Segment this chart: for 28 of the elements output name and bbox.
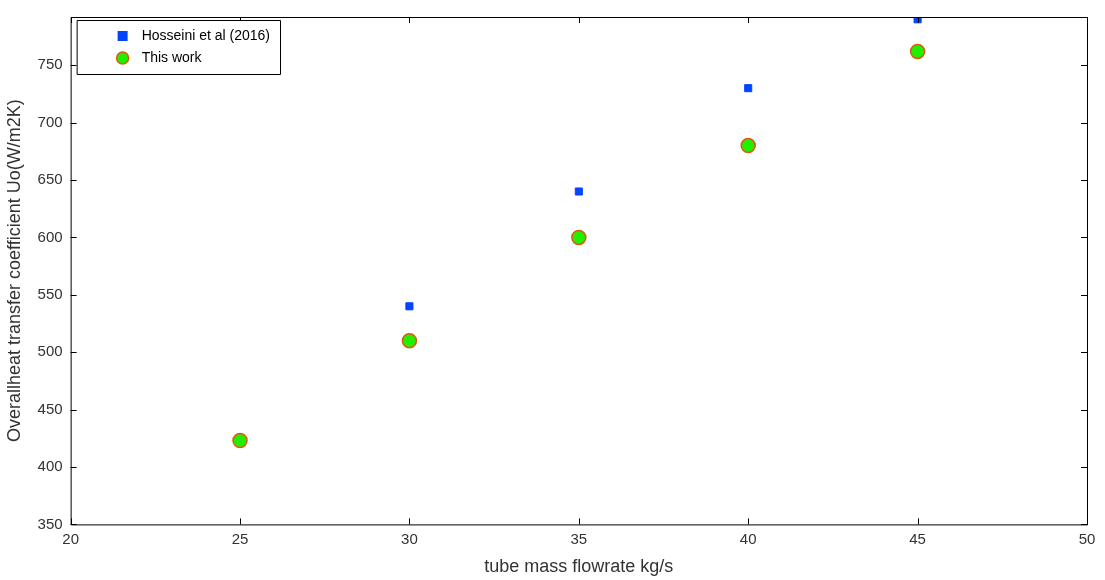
y-tick-label: 650	[37, 170, 63, 188]
x-tick-label: 30	[401, 529, 418, 547]
point	[405, 302, 414, 311]
y-tick-label: 400	[37, 457, 63, 475]
x-tick-label: 45	[909, 529, 926, 547]
point	[744, 84, 753, 93]
point	[571, 229, 587, 246]
y-axis-title: Overallheat transfer coefficient Uo(W/m2K)	[3, 99, 24, 443]
x-tick-label: 40	[739, 529, 757, 547]
point	[574, 187, 583, 196]
y-tick-label: 450	[37, 399, 63, 417]
y-tick-label: 750	[37, 55, 63, 73]
y-tick-label: 500	[37, 342, 63, 360]
y-tick-label: 550	[37, 284, 63, 302]
y-tick-label: 600	[37, 227, 63, 245]
x-axis-title: tube mass flowrate kg/s	[484, 556, 674, 577]
x-tick-label: 50	[1078, 529, 1096, 547]
point	[401, 332, 418, 349]
x-tick-label: 25	[231, 529, 249, 547]
point	[909, 43, 926, 60]
point	[740, 137, 756, 154]
y-tick-label: 350	[37, 514, 63, 532]
y-tick-label: 700	[37, 112, 63, 130]
x-tick-label: 35	[570, 529, 588, 547]
legend-label: This work	[141, 48, 203, 65]
legend-label: Hosseini et al (2016)	[141, 26, 271, 43]
point	[232, 432, 248, 449]
x-tick-label: 20	[62, 529, 79, 547]
